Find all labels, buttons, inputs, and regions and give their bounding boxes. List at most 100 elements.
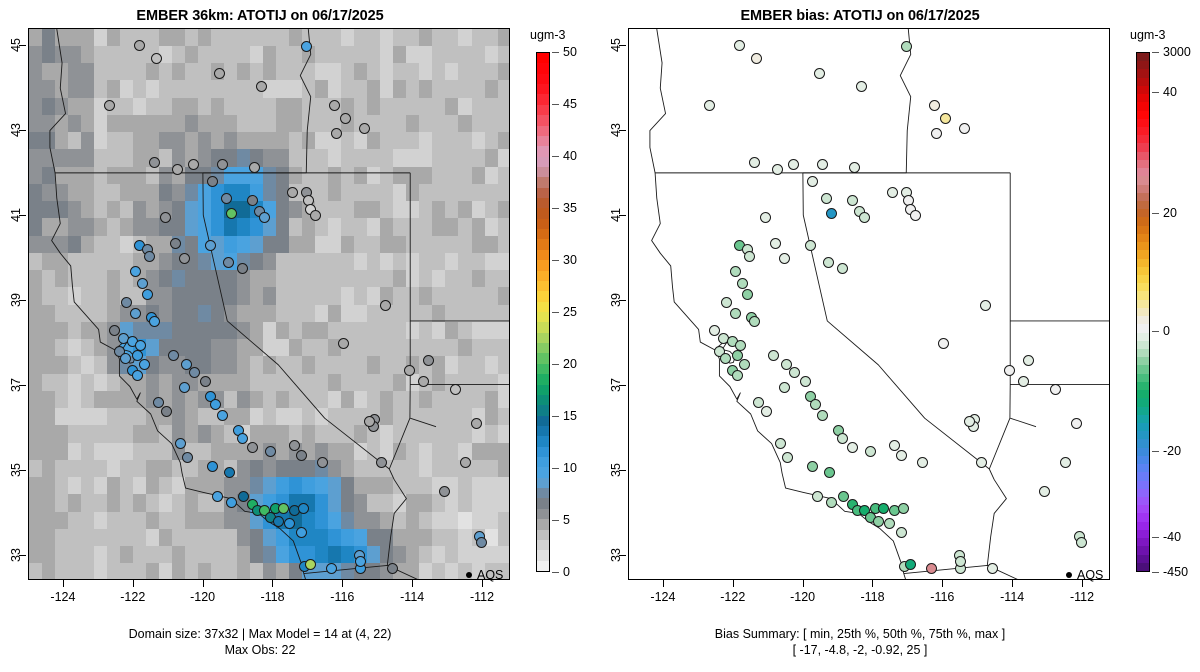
station-marker[interactable] <box>771 163 783 175</box>
station-marker[interactable] <box>278 503 290 515</box>
station-marker[interactable] <box>470 418 482 430</box>
station-marker[interactable] <box>178 252 190 264</box>
station-marker[interactable] <box>742 288 754 300</box>
station-marker[interactable] <box>247 195 259 207</box>
station-marker[interactable] <box>187 159 199 171</box>
station-marker[interactable] <box>171 163 183 175</box>
station-marker[interactable] <box>206 460 218 472</box>
station-marker[interactable] <box>283 518 295 530</box>
station-marker[interactable] <box>1023 354 1035 366</box>
station-marker[interactable] <box>168 350 180 362</box>
station-marker[interactable] <box>787 159 799 171</box>
station-marker[interactable] <box>824 467 836 479</box>
station-marker[interactable] <box>206 176 218 188</box>
station-marker[interactable] <box>738 358 750 370</box>
station-marker[interactable] <box>339 112 351 124</box>
station-marker[interactable] <box>247 441 259 453</box>
station-marker[interactable] <box>761 405 773 417</box>
station-marker[interactable] <box>379 299 391 311</box>
map-plot-bias[interactable] <box>628 28 1110 580</box>
station-marker[interactable] <box>330 127 342 139</box>
station-marker[interactable] <box>236 263 248 275</box>
station-marker[interactable] <box>778 252 790 264</box>
station-marker[interactable] <box>873 516 885 528</box>
station-marker[interactable] <box>721 297 733 309</box>
station-marker[interactable] <box>883 518 895 530</box>
station-marker[interactable] <box>337 337 349 349</box>
station-marker[interactable] <box>287 186 299 198</box>
station-marker[interactable] <box>925 562 937 574</box>
station-marker[interactable] <box>813 68 825 80</box>
station-marker[interactable] <box>730 265 742 277</box>
station-marker[interactable] <box>142 288 154 300</box>
station-marker[interactable] <box>226 208 238 220</box>
station-marker[interactable] <box>916 456 928 468</box>
station-marker[interactable] <box>737 278 748 290</box>
station-marker[interactable] <box>103 99 115 111</box>
station-marker[interactable] <box>895 526 907 538</box>
station-marker[interactable] <box>836 263 848 275</box>
station-marker[interactable] <box>149 316 161 328</box>
station-marker[interactable] <box>930 127 942 139</box>
station-marker[interactable] <box>859 212 871 224</box>
station-marker[interactable] <box>847 441 859 453</box>
station-marker[interactable] <box>1060 456 1072 468</box>
station-marker[interactable] <box>904 558 916 570</box>
station-marker[interactable] <box>888 439 900 451</box>
station-marker[interactable] <box>439 486 451 498</box>
station-marker[interactable] <box>937 337 949 349</box>
station-marker[interactable] <box>1075 537 1087 549</box>
station-marker[interactable] <box>703 99 715 111</box>
station-marker[interactable] <box>189 367 201 379</box>
station-marker[interactable] <box>135 339 147 351</box>
station-marker[interactable] <box>822 257 834 269</box>
station-marker[interactable] <box>782 452 794 464</box>
station-marker[interactable] <box>178 382 190 394</box>
station-marker[interactable] <box>847 195 859 207</box>
station-marker[interactable] <box>810 399 822 411</box>
station-marker[interactable] <box>217 159 229 171</box>
station-marker[interactable] <box>423 354 435 366</box>
station-marker[interactable] <box>224 467 236 479</box>
station-marker[interactable] <box>939 112 951 124</box>
station-marker[interactable] <box>130 307 142 319</box>
station-marker[interactable] <box>817 159 829 171</box>
station-marker[interactable] <box>1039 486 1051 498</box>
station-marker[interactable] <box>826 208 838 220</box>
station-marker[interactable] <box>170 237 182 249</box>
station-marker[interactable] <box>304 558 316 570</box>
station-marker[interactable] <box>887 186 899 198</box>
station-marker[interactable] <box>358 123 370 135</box>
station-marker[interactable] <box>759 212 771 224</box>
station-marker[interactable] <box>976 456 988 468</box>
station-marker[interactable] <box>137 278 148 290</box>
station-marker[interactable] <box>864 445 876 457</box>
station-marker[interactable] <box>1049 384 1061 396</box>
station-marker[interactable] <box>217 409 229 421</box>
station-marker[interactable] <box>848 161 860 173</box>
station-marker[interactable] <box>449 384 461 396</box>
station-marker[interactable] <box>878 503 890 515</box>
station-marker[interactable] <box>929 99 941 111</box>
station-marker[interactable] <box>768 350 780 362</box>
station-marker[interactable] <box>805 240 817 252</box>
station-marker[interactable] <box>778 382 790 394</box>
station-marker[interactable] <box>386 562 398 574</box>
station-marker[interactable] <box>735 339 747 351</box>
station-marker[interactable] <box>897 503 909 515</box>
station-marker[interactable] <box>264 445 276 457</box>
station-marker[interactable] <box>182 452 194 464</box>
station-marker[interactable] <box>161 405 173 417</box>
station-marker[interactable] <box>150 53 162 65</box>
station-marker[interactable] <box>205 240 217 252</box>
station-marker[interactable] <box>820 193 832 205</box>
station-marker[interactable] <box>855 80 867 92</box>
station-marker[interactable] <box>273 516 285 528</box>
station-marker[interactable] <box>226 496 238 508</box>
station-marker[interactable] <box>799 375 811 387</box>
station-marker[interactable] <box>301 41 313 53</box>
station-marker[interactable] <box>733 39 745 51</box>
station-marker[interactable] <box>130 265 142 277</box>
station-marker[interactable] <box>909 210 921 222</box>
station-marker[interactable] <box>731 369 743 381</box>
